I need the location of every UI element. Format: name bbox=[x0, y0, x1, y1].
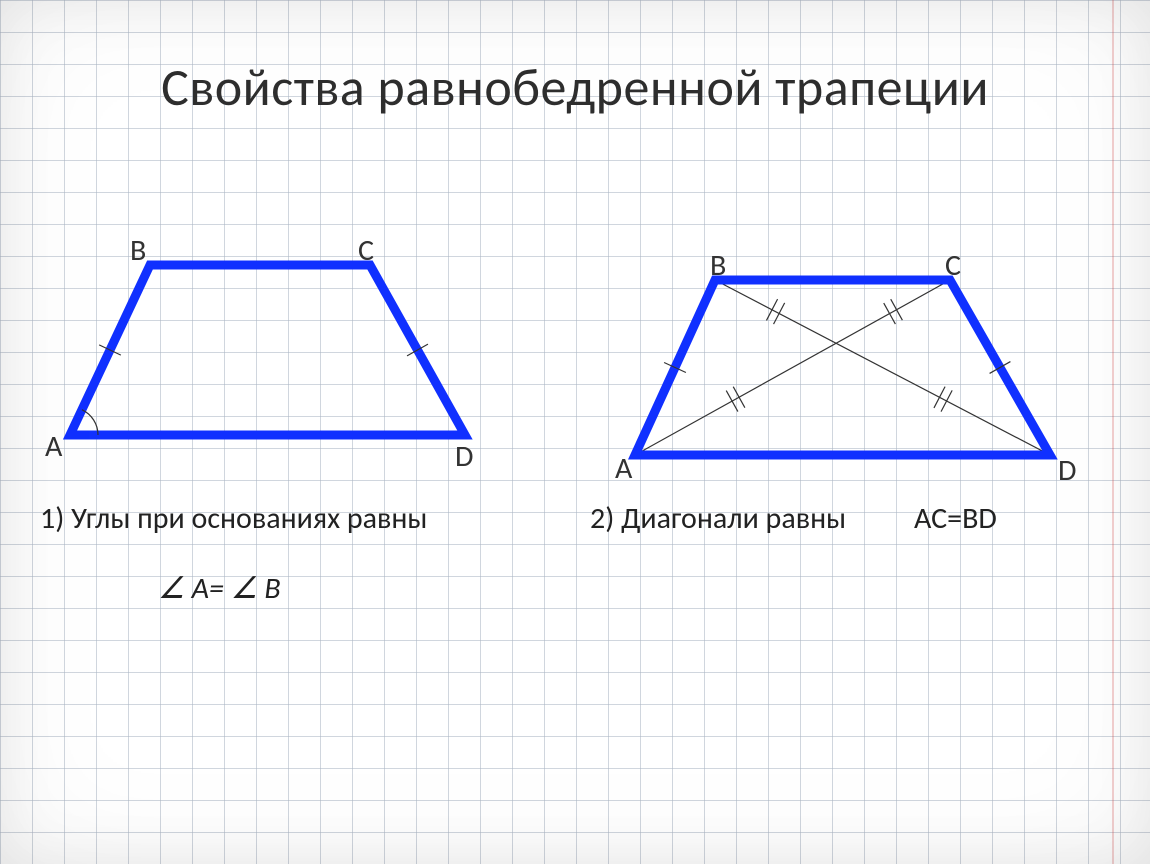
vertex-label-a-2: A bbox=[615, 450, 632, 487]
caption-2: 2) Диагонали равны bbox=[590, 500, 846, 537]
equation-diagonals: AC=BD bbox=[914, 500, 997, 537]
diagram-1-trapezoid bbox=[50, 245, 490, 455]
vertex-label-d-1: D bbox=[455, 438, 473, 475]
diagram-2-trapezoid-diagonals bbox=[610, 260, 1070, 470]
caption-1: 1) Углы при основаниях равны bbox=[40, 500, 427, 537]
vertex-label-b-1: B bbox=[130, 232, 146, 269]
vertex-label-c-1: C bbox=[358, 232, 374, 269]
vertex-label-d-2: D bbox=[1058, 452, 1076, 489]
vertex-label-c-2: C bbox=[945, 247, 961, 284]
page-title: Свойства равнобедренной трапеции bbox=[50, 55, 1100, 119]
page: Свойства равнобедренной трапеции A B C D… bbox=[0, 0, 1150, 864]
vertex-label-a-1: A bbox=[45, 428, 62, 465]
formula-angles-equal: ∠ A= ∠ B bbox=[158, 570, 281, 607]
vertex-label-b-2: B bbox=[710, 247, 726, 284]
notebook-margin-line bbox=[1112, 0, 1114, 864]
